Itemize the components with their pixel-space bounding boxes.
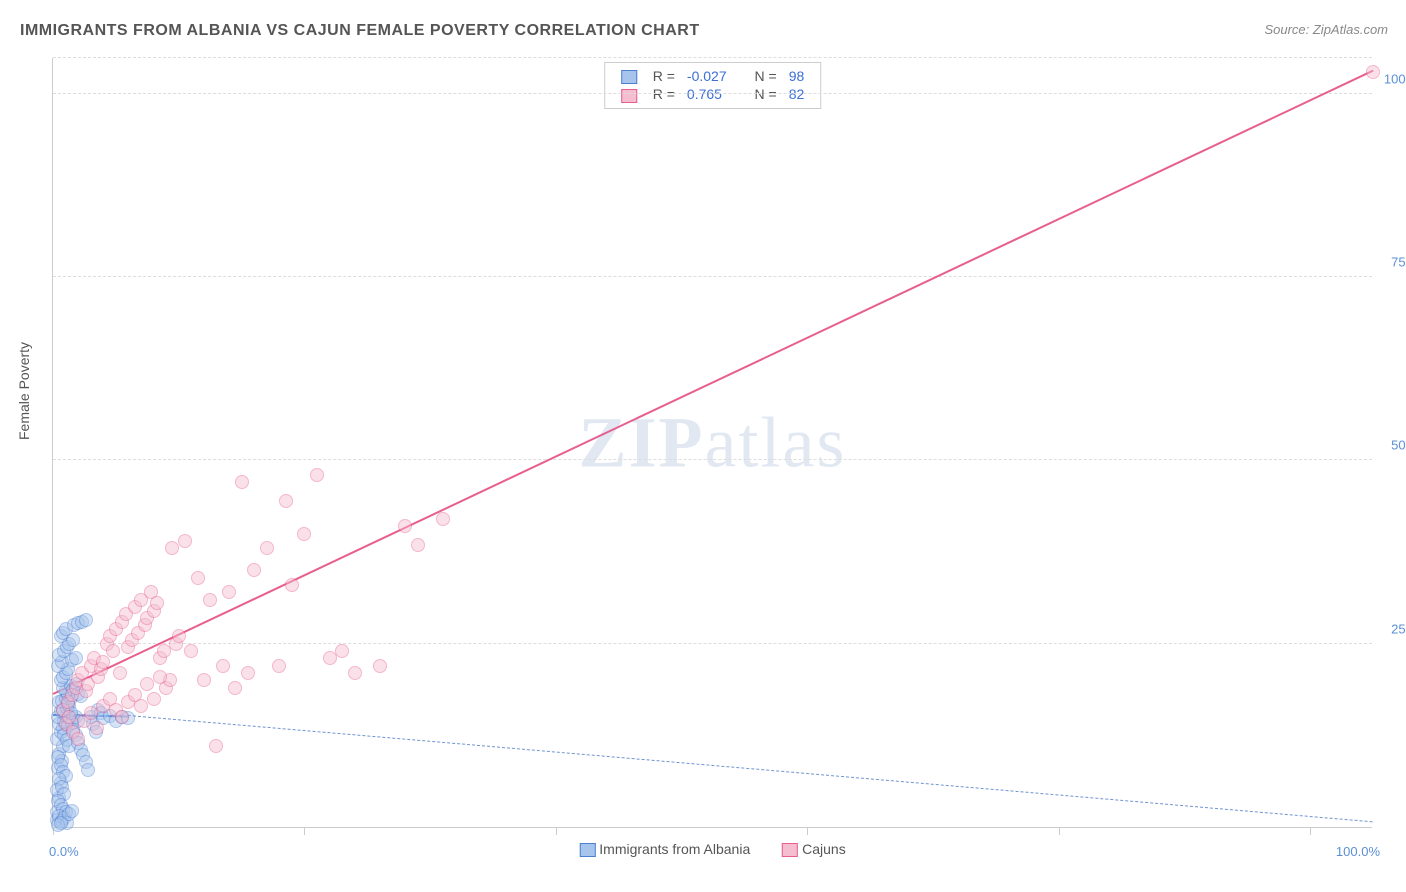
data-point: [348, 666, 362, 680]
data-point: [209, 739, 223, 753]
data-point: [323, 651, 337, 665]
trend-line: [53, 70, 1374, 695]
legend-series: Immigrants from Albania Cajuns: [565, 841, 859, 857]
data-point: [260, 541, 274, 555]
swatch-series-1: [621, 70, 637, 84]
x-tick: [807, 827, 808, 835]
x-tick: [556, 827, 557, 835]
data-point: [178, 534, 192, 548]
x-tick-label-min: 0.0%: [49, 844, 79, 859]
data-point: [1366, 65, 1380, 79]
gridline-h: [53, 57, 1372, 58]
data-point: [54, 816, 68, 830]
data-point: [134, 699, 148, 713]
data-point: [285, 578, 299, 592]
series-1-label: Immigrants from Albania: [599, 841, 750, 857]
series-2-label: Cajuns: [802, 841, 846, 857]
gridline-h: [53, 93, 1372, 94]
data-point: [62, 710, 76, 724]
data-point: [297, 527, 311, 541]
data-point: [197, 673, 211, 687]
data-point: [96, 655, 110, 669]
plot-area: ZIPatlas R = -0.027 N = 98 R = 0.765 N =…: [52, 58, 1372, 828]
swatch-series-2: [621, 89, 637, 103]
x-tick-label-max: 100.0%: [1336, 844, 1380, 859]
y-tick-label: 50.0%: [1391, 438, 1406, 453]
data-point: [335, 644, 349, 658]
data-point: [84, 706, 98, 720]
data-point: [279, 494, 293, 508]
data-point: [150, 596, 164, 610]
trend-line: [128, 715, 1373, 823]
x-tick: [1310, 827, 1311, 835]
data-point: [216, 659, 230, 673]
data-point: [373, 659, 387, 673]
legend-correlation: R = -0.027 N = 98 R = 0.765 N = 82: [604, 62, 822, 109]
source-attribution: Source: ZipAtlas.com: [1264, 22, 1388, 37]
data-point: [411, 538, 425, 552]
data-point: [115, 710, 129, 724]
x-tick: [1059, 827, 1060, 835]
data-point: [81, 763, 95, 777]
legend-row-series-1: R = -0.027 N = 98: [615, 67, 811, 85]
data-point: [71, 732, 85, 746]
data-point: [241, 666, 255, 680]
y-axis-label: Female Poverty: [16, 342, 32, 440]
data-point: [247, 563, 261, 577]
y-tick-label: 25.0%: [1391, 621, 1406, 636]
data-point: [172, 629, 186, 643]
n-value-1: 98: [783, 67, 811, 85]
y-tick-label: 100.0%: [1384, 71, 1406, 86]
data-point: [310, 468, 324, 482]
data-point: [157, 644, 171, 658]
swatch-series-2-b: [782, 843, 798, 857]
data-point: [90, 721, 104, 735]
gridline-h: [53, 643, 1372, 644]
legend-row-series-2: R = 0.765 N = 82: [615, 85, 811, 103]
x-tick: [304, 827, 305, 835]
data-point: [147, 692, 161, 706]
data-point: [79, 613, 93, 627]
data-point: [191, 571, 205, 585]
data-point: [436, 512, 450, 526]
swatch-series-1-b: [579, 843, 595, 857]
watermark: ZIPatlas: [579, 401, 847, 484]
data-point: [272, 659, 286, 673]
data-point: [184, 644, 198, 658]
data-point: [65, 804, 79, 818]
gridline-h: [53, 459, 1372, 460]
data-point: [222, 585, 236, 599]
data-point: [153, 670, 167, 684]
data-point: [203, 593, 217, 607]
data-point: [106, 644, 120, 658]
r-value-2: 0.765: [681, 85, 733, 103]
n-value-2: 82: [783, 85, 811, 103]
data-point: [235, 475, 249, 489]
data-point: [398, 519, 412, 533]
y-tick-label: 75.0%: [1391, 255, 1406, 270]
data-point: [113, 666, 127, 680]
data-point: [228, 681, 242, 695]
data-point: [140, 677, 154, 691]
data-point: [165, 541, 179, 555]
r-value-1: -0.027: [681, 67, 733, 85]
gridline-h: [53, 276, 1372, 277]
chart-title: IMMIGRANTS FROM ALBANIA VS CAJUN FEMALE …: [20, 22, 700, 40]
